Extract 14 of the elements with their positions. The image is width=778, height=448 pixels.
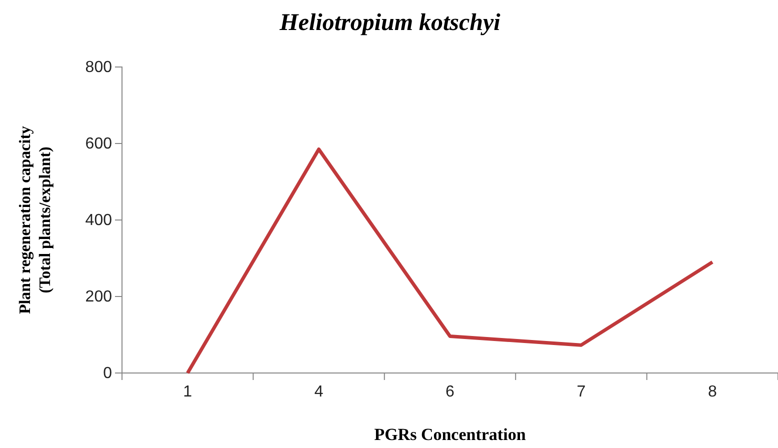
chart-title: Heliotropium kotschyi	[278, 10, 501, 36]
x-axis-title: PGRs Concentration	[374, 425, 526, 444]
y-tick-label: 0	[103, 365, 112, 382]
y-tick-label: 800	[85, 59, 112, 76]
y-tick-label: 600	[85, 136, 112, 153]
x-tick-label: 4	[314, 383, 324, 400]
x-tick-label: 1	[183, 383, 192, 400]
y-axis-title: Plant regeneration capacity (Total plants/explant)	[17, 126, 54, 314]
x-tick-label: 7	[576, 383, 586, 400]
line-series	[186, 147, 714, 375]
x-tick-label: 8	[708, 383, 717, 400]
y-tick-label: 200	[85, 288, 112, 306]
x-tick-label: 6	[446, 383, 455, 400]
y-tick-label: 400	[85, 212, 112, 230]
